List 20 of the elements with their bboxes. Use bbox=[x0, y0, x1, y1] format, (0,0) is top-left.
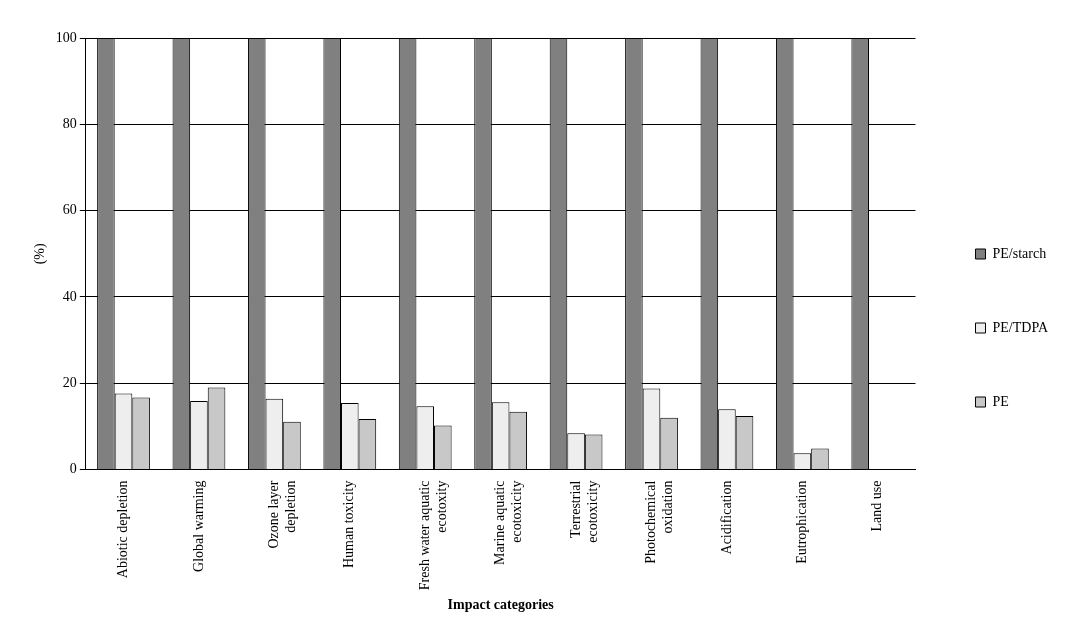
y-tick-label: 0 bbox=[69, 461, 77, 477]
x-tick-label: Human toxicity bbox=[341, 480, 357, 569]
y-tick-label: 20 bbox=[62, 374, 77, 390]
legend-label: PE/TDPA bbox=[992, 319, 1049, 335]
legend-label: PE bbox=[992, 393, 1009, 409]
x-tick-label: Fresh water aquatic ecotoxity bbox=[416, 480, 449, 591]
x-tick-label: Global warming bbox=[190, 480, 206, 572]
y-tick-label: 80 bbox=[62, 115, 77, 131]
x-tick-label: Land use bbox=[869, 480, 885, 532]
y-axis-title: (%) bbox=[32, 242, 49, 265]
legend-label: PE/starch bbox=[992, 245, 1047, 261]
x-tick-label: Abiotic depletion bbox=[115, 480, 131, 579]
x-axis-title: Impact categories bbox=[447, 597, 555, 613]
y-tick-label: 100 bbox=[55, 29, 77, 45]
y-tick-label: 40 bbox=[62, 288, 77, 304]
x-tick-label: Acidification bbox=[718, 480, 734, 555]
x-tick-label: Ozone layer depletion bbox=[266, 480, 298, 549]
y-tick-label: 60 bbox=[62, 202, 77, 218]
x-tick-label: Eutrophication bbox=[794, 480, 810, 564]
x-tick-label: Photochemical oxidation bbox=[643, 480, 675, 564]
